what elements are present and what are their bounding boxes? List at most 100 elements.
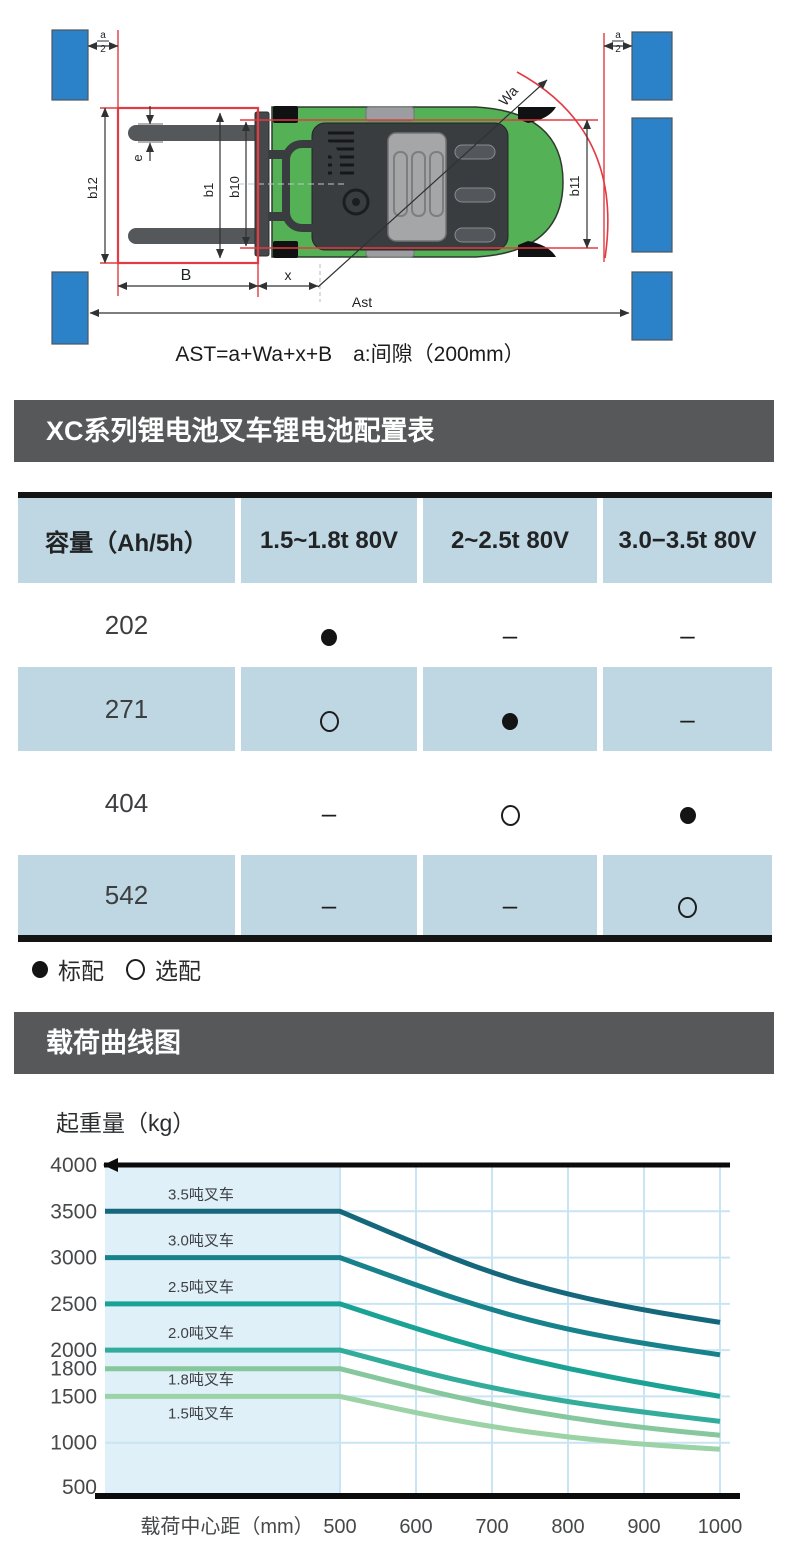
dim-label-a-den: 2 (615, 44, 621, 55)
x-tick-label: 500 (323, 1516, 356, 1538)
chart-x-axis-label: 载荷中心距（mm） (140, 1515, 313, 1538)
front-tire (273, 241, 298, 258)
column-header: 3.0−3.5t 80V (603, 498, 772, 583)
pallet-block (51, 271, 89, 345)
pallet-block (631, 31, 673, 101)
dim-label-wa: Wa (495, 83, 521, 109)
side-slots (454, 144, 496, 243)
x-tick-label: 1000 (698, 1516, 743, 1538)
load-curve (105, 1208, 721, 1325)
table-bottom-border (18, 935, 772, 942)
tilt-crossbar (365, 106, 415, 122)
y-tick-label: 3000 (50, 1247, 97, 1270)
pallet-block (51, 29, 89, 101)
dash-symbol: – (321, 890, 337, 920)
steering-hub (342, 188, 370, 216)
load-curve (105, 1347, 721, 1424)
y-tick-label: 2000 (50, 1339, 97, 1362)
optional-circle-icon (678, 896, 697, 918)
column-header: 容量（Ah/5h） (18, 498, 235, 583)
dim-label-b10: b10 (227, 176, 242, 198)
pallet-block (631, 117, 673, 253)
curve-label: 1.5吨叉车 (168, 1405, 234, 1422)
optional-cell (241, 667, 417, 751)
curve-label: 2.0吨叉车 (168, 1325, 234, 1342)
table-rows: 容量（Ah/5h） 1.5~1.8t 80V 2~2.5t 80V 3.0−3.5t … (18, 498, 772, 935)
y-tick-label: 500 (62, 1476, 97, 1499)
seat-panel (387, 132, 447, 242)
pallet-block (631, 271, 673, 341)
chart-y-axis-label: 起重量（kg） (56, 1110, 196, 1136)
not-available-cell: – (423, 855, 597, 935)
dim-label-B: B (181, 267, 192, 284)
load-curve-section-title: 载荷曲线图 (14, 1012, 774, 1074)
pallet-blocks (51, 29, 673, 345)
capacity-cell: 542 (18, 855, 235, 935)
column-header: 1.5~1.8t 80V (241, 498, 417, 583)
standard-cell (241, 583, 417, 667)
steering-hub-center (352, 198, 360, 206)
mast-bracket-connector (268, 212, 288, 221)
optional-circle-icon (126, 958, 145, 980)
dim-label-b1: b1 (201, 183, 216, 197)
dim-label-e: e (130, 154, 145, 161)
front-tire (273, 106, 298, 123)
dim-label-ast: Ast (352, 294, 372, 310)
not-available-cell: – (423, 583, 597, 667)
curve-label: 3.0吨叉车 (168, 1233, 234, 1250)
optional-circle-icon (319, 710, 339, 732)
dim-label-a-num: a (100, 30, 106, 41)
x-tick-label: 600 (399, 1516, 432, 1538)
not-available-cell: – (603, 667, 772, 751)
forklift-top-view-diagram: a 2 a 2 b12 e b1 b10 b11 B x Ast Wa (51, 29, 673, 345)
load-curve (105, 1393, 721, 1452)
table-legend: 标配 选配 (32, 952, 201, 986)
x-tick-label: 800 (551, 1516, 584, 1538)
standard-dot-icon (321, 628, 337, 646)
y-tick-label: 1500 (50, 1385, 97, 1408)
optional-label: 选配 (155, 958, 201, 984)
fork (128, 228, 264, 244)
dash-symbol: – (680, 704, 695, 734)
load-outline (116, 106, 260, 265)
battery-table-section-title: XC系列锂电池叉车锂电池配置表 (14, 400, 774, 462)
dim-label-b12: b12 (85, 177, 100, 199)
forklift-body-group (128, 106, 564, 258)
optional-cell (603, 855, 772, 935)
fork (128, 125, 264, 141)
not-available-cell: – (241, 855, 417, 935)
capacity-cell: 202 (104, 609, 149, 640)
table-row: 容量（Ah/5h） 1.5~1.8t 80V 2~2.5t 80V 3.0−3.5t … (18, 498, 772, 583)
dash-symbol: – (502, 890, 518, 920)
battery-config-table: 容量（Ah/5h） 1.5~1.8t 80V 2~2.5t 80V 3.0−3.5t … (18, 492, 772, 942)
ast-formula: AST=a+Wa+x+B a:间隙（200mm） (175, 343, 525, 366)
standard-dot-icon (32, 960, 48, 978)
dim-label-x: x (285, 267, 292, 283)
standard-cell (423, 667, 597, 751)
capacity-cell: 271 (18, 667, 235, 751)
turning-radius-line (317, 79, 548, 288)
y-tick-label: 3500 (50, 1200, 97, 1223)
load-curve (105, 1255, 721, 1358)
rear-wheel (518, 241, 556, 257)
mast-bracket (282, 140, 340, 232)
mast-bracket-connector (268, 150, 288, 159)
dim-label-a-num: a (615, 30, 621, 41)
y-tick-label: 2500 (50, 1293, 97, 1316)
table-row: 202 – – (18, 583, 772, 667)
curve-label: 2.5吨叉车 (168, 1279, 234, 1296)
dash-symbol: – (680, 620, 695, 650)
load-curve (105, 1301, 721, 1399)
optional-cell (423, 751, 597, 855)
not-available-cell: – (241, 751, 417, 855)
load-curve (105, 1366, 721, 1438)
dimension-lines (87, 40, 633, 317)
standard-dot-icon (502, 712, 518, 730)
seat-slots (393, 151, 444, 217)
table-row: 542 – – (18, 855, 772, 935)
column-header: 2~2.5t 80V (423, 498, 597, 583)
table-row: 271 – (18, 667, 772, 751)
shaded-region (105, 1167, 340, 1496)
curve-label: 1.8吨叉车 (168, 1372, 234, 1389)
